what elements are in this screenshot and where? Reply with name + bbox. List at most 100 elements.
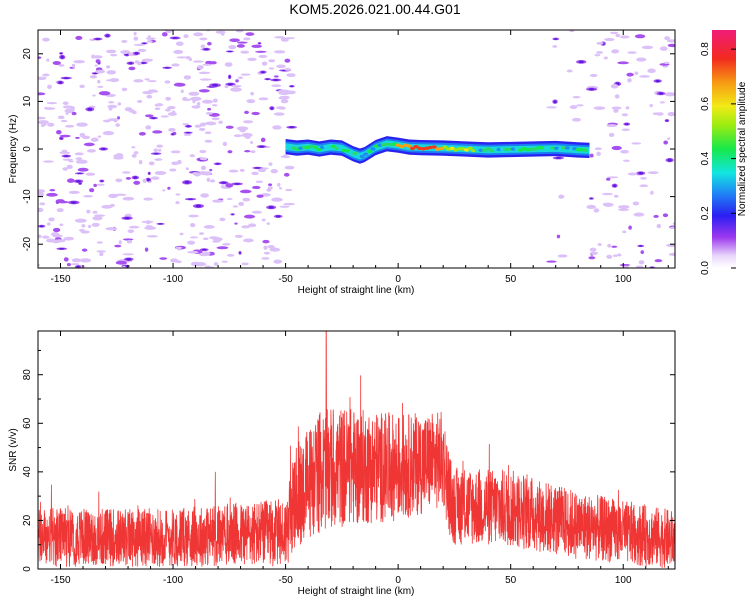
snr-ylabel: SNR (v/v) <box>8 428 19 471</box>
noise-speck <box>235 79 239 83</box>
noise-speck <box>241 262 249 266</box>
noise-speck <box>672 222 675 226</box>
noise-speck <box>258 97 269 101</box>
noise-speck-core <box>124 217 130 220</box>
signal-patch <box>337 145 344 150</box>
noise-speck <box>229 38 240 43</box>
spectrogram-ytick-label: 20 <box>22 48 33 60</box>
noise-speck <box>42 73 50 77</box>
snr-xtick-label: 50 <box>505 575 517 586</box>
noise-speck <box>236 44 245 48</box>
noise-speck <box>283 172 290 177</box>
noise-speck <box>212 98 218 103</box>
noise-speck <box>47 84 52 90</box>
noise-speck <box>38 189 45 194</box>
noise-speck <box>621 113 628 117</box>
spectrogram-noise <box>38 30 675 268</box>
noise-speck <box>117 102 122 106</box>
noise-speck <box>190 222 196 228</box>
signal-patch <box>406 144 412 148</box>
noise-speck <box>204 121 217 126</box>
noise-speck <box>601 192 614 196</box>
noise-speck <box>71 258 82 263</box>
noise-speck <box>243 214 256 219</box>
noise-speck <box>250 91 255 96</box>
noise-speck <box>667 43 675 48</box>
noise-speck <box>146 40 153 43</box>
noise-speck <box>183 34 189 39</box>
noise-speck <box>46 238 56 243</box>
noise-speck <box>239 168 245 172</box>
noise-speck <box>589 153 594 158</box>
noise-speck <box>102 130 115 136</box>
noise-speck <box>277 183 281 187</box>
noise-speck <box>596 151 601 157</box>
noise-speck <box>146 235 158 238</box>
noise-speck <box>279 187 283 190</box>
noise-speck <box>133 79 144 83</box>
noise-speck <box>244 149 251 153</box>
noise-speck <box>634 34 646 39</box>
noise-speck <box>96 183 105 186</box>
noise-speck <box>144 78 150 81</box>
noise-speck <box>647 68 656 73</box>
noise-speck <box>226 197 233 201</box>
noise-speck <box>619 35 630 39</box>
noise-speck <box>272 125 282 130</box>
noise-speck <box>237 76 244 79</box>
noise-speck <box>225 183 234 188</box>
noise-speck <box>222 141 228 147</box>
spectrogram-ytick-label: -20 <box>22 237 33 252</box>
colorbar-tick-label: 0.4 <box>700 151 711 165</box>
noise-speck <box>640 250 645 255</box>
noise-speck <box>639 75 650 78</box>
noise-speck-core <box>231 213 234 216</box>
noise-speck-core <box>60 55 64 59</box>
noise-speck <box>115 123 121 127</box>
noise-speck <box>611 106 622 110</box>
noise-speck <box>268 162 273 166</box>
noise-speck-core <box>555 156 562 159</box>
noise-speck <box>62 167 68 171</box>
noise-speck <box>226 254 235 257</box>
noise-speck <box>46 222 51 226</box>
noise-speck <box>97 85 104 88</box>
noise-speck <box>189 154 195 158</box>
noise-speck <box>228 44 237 50</box>
noise-speck <box>569 105 578 110</box>
noise-speck <box>61 149 68 154</box>
noise-speck <box>586 204 597 209</box>
noise-speck <box>243 37 251 41</box>
noise-speck <box>63 237 69 241</box>
noise-speck <box>38 116 46 120</box>
noise-speck-core <box>261 71 265 74</box>
noise-speck <box>160 115 169 118</box>
noise-speck <box>133 31 137 36</box>
noise-speck <box>65 110 69 115</box>
noise-speck <box>199 157 208 161</box>
noise-speck <box>611 145 622 151</box>
noise-speck-core <box>63 155 69 158</box>
snr-ytick-label: 40 <box>22 466 33 478</box>
noise-speck-core <box>133 176 138 179</box>
noise-speck <box>210 61 217 65</box>
noise-speck <box>81 224 86 228</box>
noise-speck <box>171 63 180 67</box>
noise-speck <box>92 94 96 97</box>
noise-speck <box>589 247 597 252</box>
noise-speck <box>606 254 613 259</box>
noise-speck <box>144 247 149 252</box>
spectrogram-signal <box>285 136 590 164</box>
noise-speck <box>68 190 80 195</box>
noise-speck <box>75 159 88 164</box>
noise-speck <box>546 106 557 109</box>
noise-speck <box>199 149 207 154</box>
noise-speck-core <box>128 62 133 65</box>
noise-speck <box>196 101 201 106</box>
signal-patch <box>366 149 372 154</box>
noise-speck-core <box>204 48 209 51</box>
noise-speck <box>284 165 295 170</box>
noise-speck <box>576 104 584 107</box>
noise-speck <box>161 32 168 37</box>
colorbar-tick-label: 0.8 <box>700 42 711 56</box>
